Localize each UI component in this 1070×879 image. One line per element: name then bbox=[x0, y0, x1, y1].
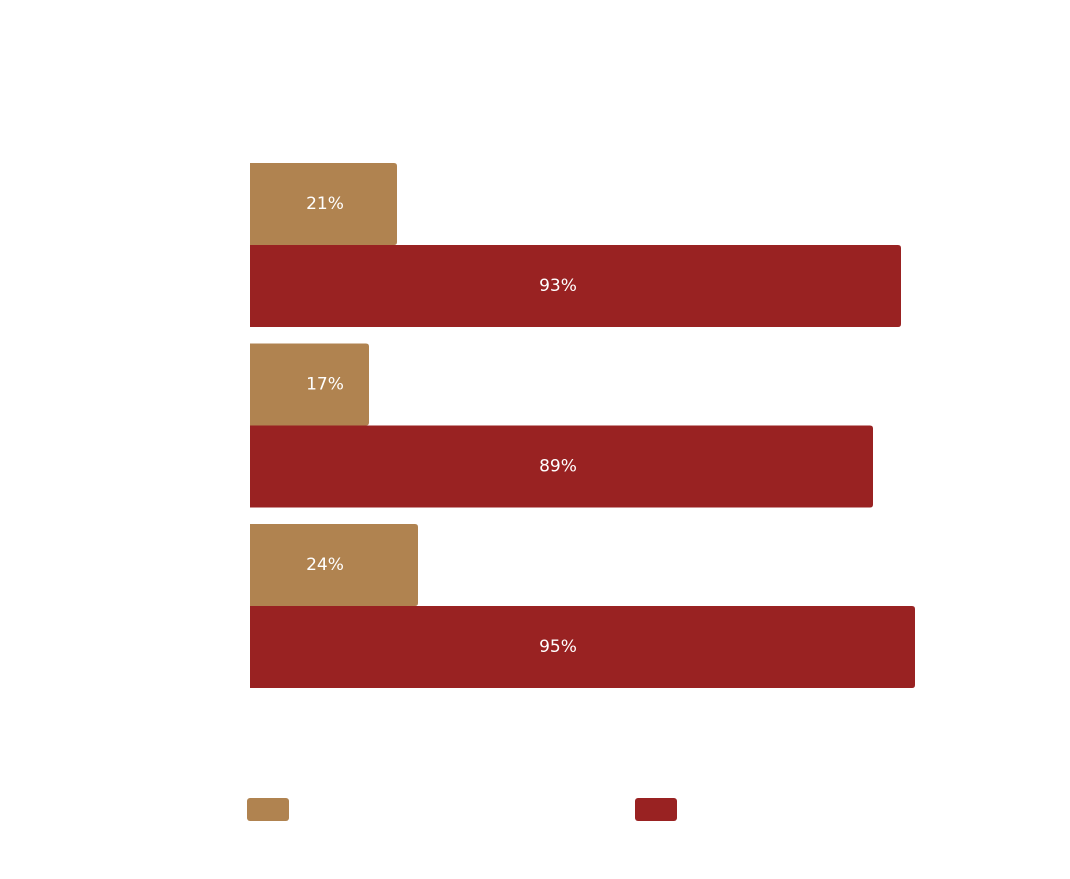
legend-swatch bbox=[247, 798, 289, 821]
bar bbox=[250, 425, 873, 508]
data-label: 21% bbox=[306, 194, 344, 214]
data-label: 89% bbox=[539, 457, 577, 477]
bar bbox=[250, 524, 418, 606]
bar bbox=[250, 245, 901, 327]
bar bbox=[250, 343, 369, 426]
bar bbox=[250, 163, 397, 245]
legend-swatch bbox=[635, 798, 677, 821]
data-label: 93% bbox=[539, 276, 577, 296]
data-label: 95% bbox=[539, 637, 577, 657]
bar bbox=[250, 606, 915, 688]
data-label: 24% bbox=[306, 555, 344, 575]
data-label: 17% bbox=[306, 375, 344, 395]
